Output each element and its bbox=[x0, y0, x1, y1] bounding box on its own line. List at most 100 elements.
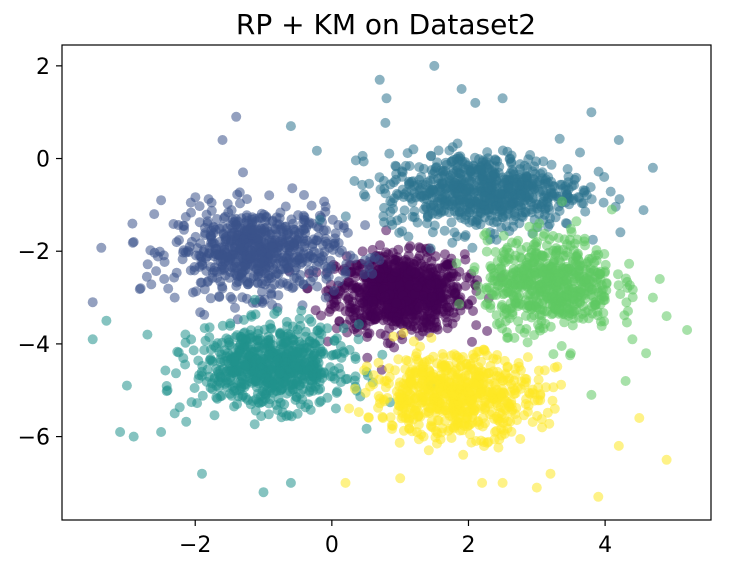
data-point bbox=[638, 205, 649, 216]
data-point bbox=[451, 357, 462, 368]
points-layer bbox=[87, 60, 693, 502]
data-point bbox=[87, 334, 98, 345]
data-point bbox=[377, 413, 388, 423]
data-point bbox=[457, 406, 468, 417]
data-point bbox=[554, 206, 565, 216]
data-point bbox=[492, 319, 502, 330]
data-point bbox=[349, 383, 360, 394]
data-point bbox=[483, 182, 494, 193]
data-point bbox=[467, 242, 478, 253]
data-point bbox=[503, 191, 514, 202]
data-point bbox=[615, 289, 626, 300]
data-point bbox=[217, 283, 228, 294]
data-point bbox=[506, 426, 517, 437]
data-point bbox=[341, 259, 352, 269]
data-point bbox=[326, 261, 337, 272]
data-point bbox=[379, 376, 390, 387]
data-point bbox=[416, 378, 427, 389]
data-point bbox=[613, 280, 624, 291]
data-point bbox=[403, 356, 414, 366]
data-point bbox=[171, 267, 182, 278]
data-point bbox=[576, 283, 587, 294]
data-point bbox=[395, 473, 406, 484]
data-point bbox=[424, 354, 435, 365]
data-point bbox=[430, 162, 441, 173]
x-tick-label: 0 bbox=[325, 533, 339, 558]
cluster-0 bbox=[284, 225, 506, 375]
data-point bbox=[245, 229, 256, 240]
data-point bbox=[528, 239, 539, 250]
data-point bbox=[168, 219, 179, 229]
data-point bbox=[149, 209, 160, 220]
data-point bbox=[508, 166, 519, 177]
data-point bbox=[281, 263, 292, 274]
data-point bbox=[490, 155, 501, 166]
data-point bbox=[345, 250, 356, 261]
data-point bbox=[512, 382, 523, 393]
data-point bbox=[491, 310, 502, 321]
data-point bbox=[309, 246, 319, 257]
data-point bbox=[299, 357, 310, 368]
data-point bbox=[460, 280, 471, 291]
data-point bbox=[552, 276, 563, 287]
data-point bbox=[389, 342, 400, 353]
x-tick-label: −2 bbox=[179, 533, 211, 558]
data-point bbox=[360, 387, 371, 398]
data-point bbox=[593, 491, 604, 502]
data-point bbox=[622, 282, 633, 293]
data-point bbox=[486, 389, 497, 400]
data-point bbox=[462, 379, 473, 390]
data-point bbox=[520, 310, 531, 321]
data-point bbox=[641, 348, 652, 359]
data-point bbox=[217, 135, 228, 145]
data-point bbox=[491, 354, 502, 365]
data-point bbox=[380, 117, 391, 128]
data-point bbox=[192, 398, 203, 409]
data-point bbox=[417, 261, 428, 272]
data-point bbox=[387, 219, 398, 230]
data-point bbox=[390, 160, 401, 171]
data-point bbox=[425, 279, 436, 290]
data-point bbox=[244, 350, 255, 361]
data-point bbox=[245, 250, 256, 261]
data-point bbox=[472, 196, 483, 207]
data-point bbox=[543, 202, 554, 212]
cluster-4 bbox=[87, 294, 437, 498]
data-point bbox=[245, 333, 256, 344]
data-point bbox=[216, 390, 227, 401]
data-point bbox=[357, 246, 368, 257]
data-point bbox=[523, 154, 534, 165]
x-tick-label: 2 bbox=[461, 533, 475, 558]
data-point bbox=[360, 220, 371, 231]
data-point bbox=[481, 227, 492, 238]
data-point bbox=[574, 296, 585, 307]
data-point bbox=[361, 423, 372, 434]
data-point bbox=[578, 185, 589, 196]
data-point bbox=[307, 218, 318, 229]
data-point bbox=[169, 292, 180, 303]
data-point bbox=[405, 241, 416, 252]
data-point bbox=[481, 284, 492, 295]
data-point bbox=[279, 331, 290, 342]
data-point bbox=[357, 298, 368, 309]
data-point bbox=[338, 323, 349, 334]
data-point bbox=[482, 437, 493, 448]
data-point bbox=[379, 202, 390, 213]
data-point bbox=[390, 365, 400, 376]
data-point bbox=[306, 200, 317, 211]
data-point bbox=[271, 247, 282, 258]
data-point bbox=[204, 371, 214, 382]
data-point bbox=[199, 244, 210, 255]
data-point bbox=[547, 292, 558, 303]
data-point bbox=[204, 332, 215, 343]
data-point bbox=[231, 111, 242, 122]
data-point bbox=[495, 188, 506, 199]
data-point bbox=[394, 437, 405, 448]
data-point bbox=[458, 352, 468, 362]
data-point bbox=[267, 340, 278, 351]
y-tick-label: −4 bbox=[18, 333, 50, 358]
data-point bbox=[210, 244, 221, 255]
data-point bbox=[521, 374, 532, 384]
data-point bbox=[391, 298, 402, 309]
data-point bbox=[203, 194, 214, 205]
